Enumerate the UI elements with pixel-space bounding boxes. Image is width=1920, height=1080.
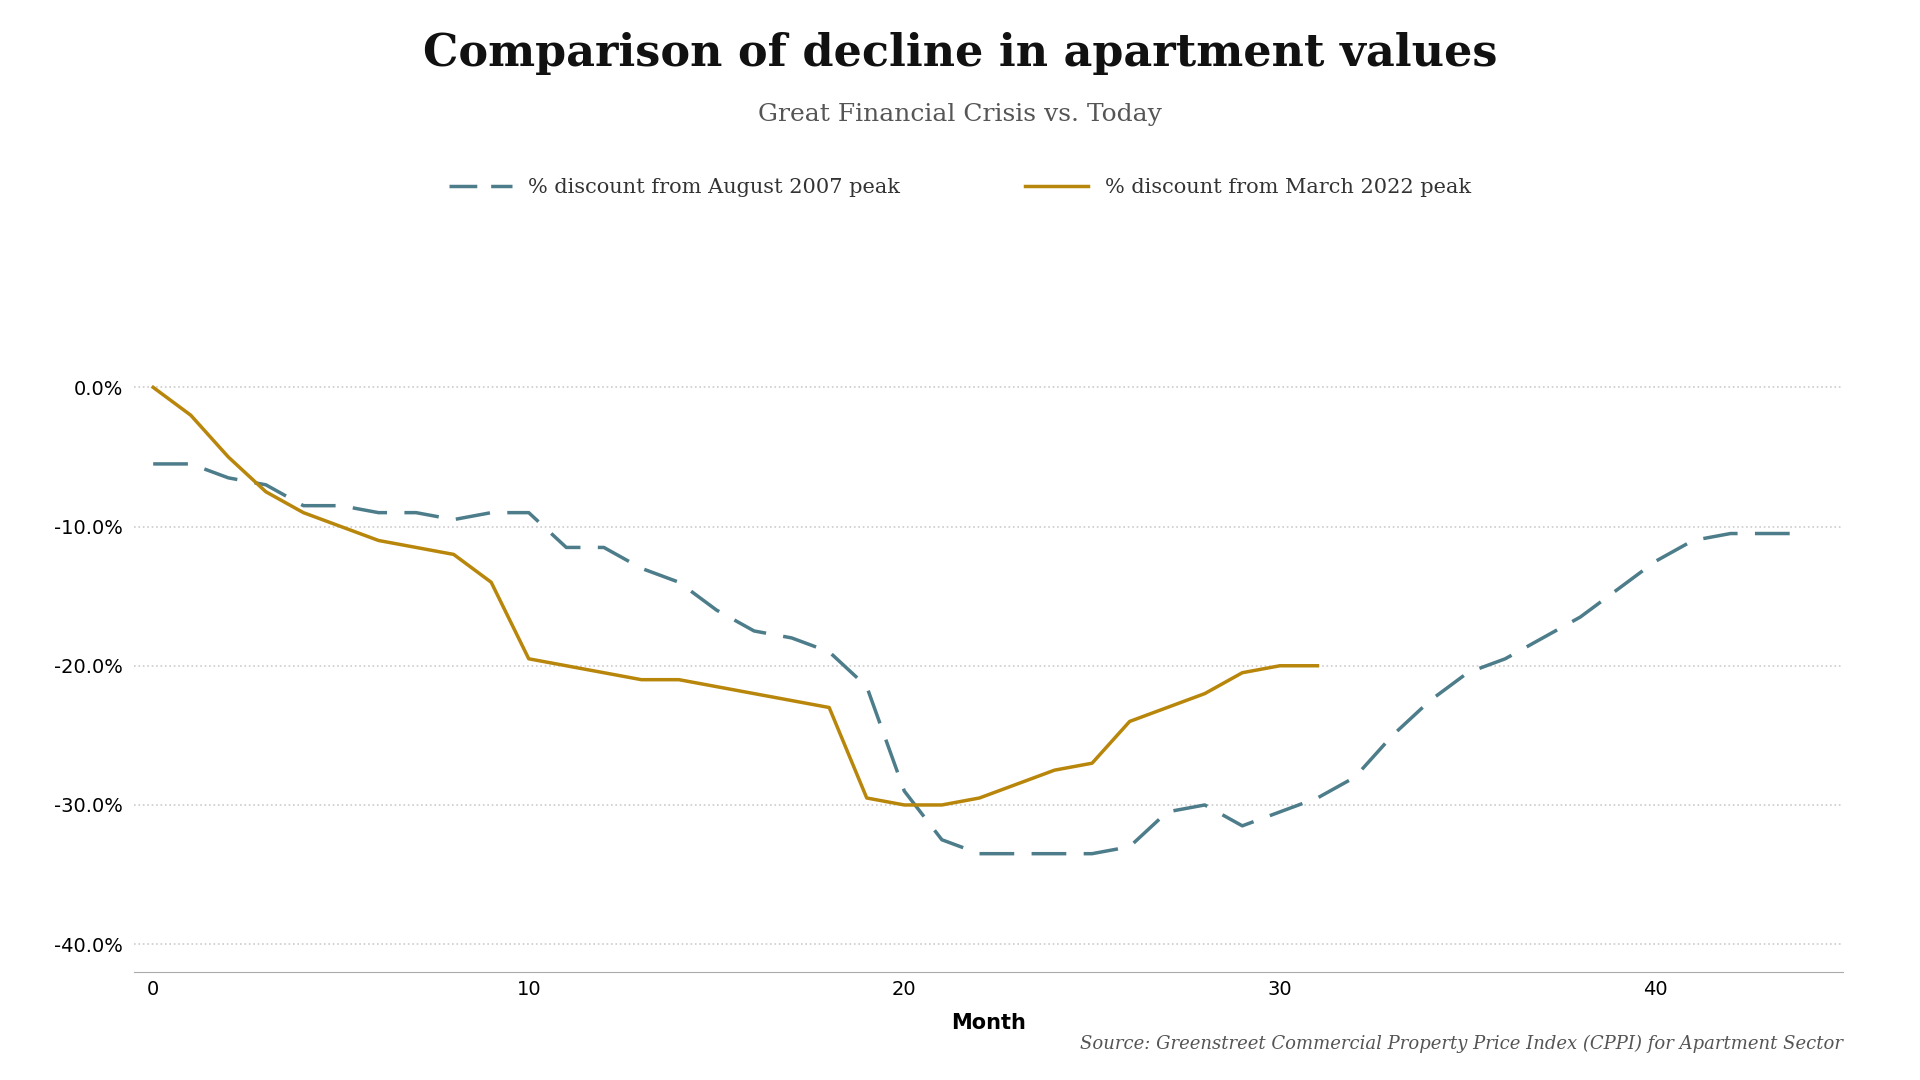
Text: Great Financial Crisis vs. Today: Great Financial Crisis vs. Today (758, 103, 1162, 125)
X-axis label: Month: Month (952, 1013, 1025, 1034)
Legend: % discount from August 2007 peak, % discount from March 2022 peak: % discount from August 2007 peak, % disc… (449, 178, 1471, 197)
Text: Source: Greenstreet Commercial Property Price Index (CPPI) for Apartment Sector: Source: Greenstreet Commercial Property … (1081, 1035, 1843, 1053)
Text: Comparison of decline in apartment values: Comparison of decline in apartment value… (422, 32, 1498, 76)
